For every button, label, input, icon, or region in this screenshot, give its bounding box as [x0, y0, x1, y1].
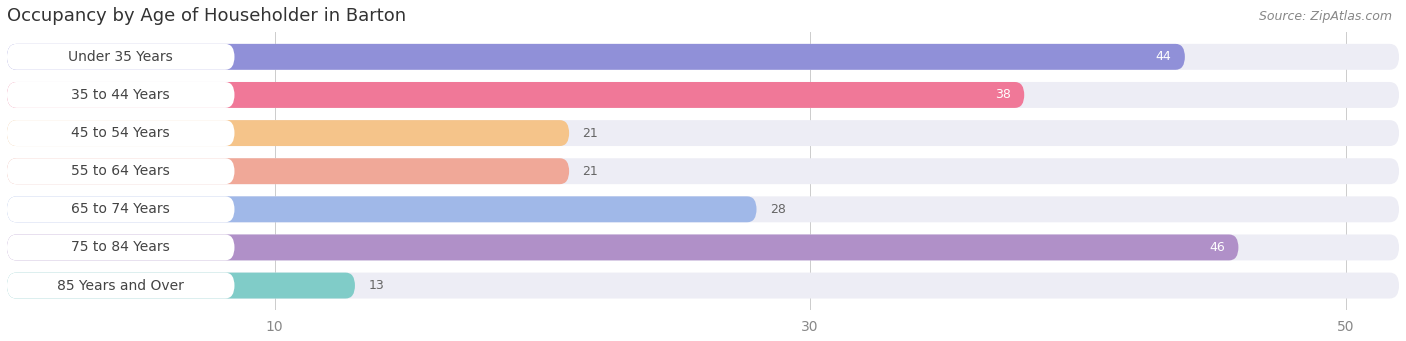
- FancyBboxPatch shape: [7, 44, 1399, 70]
- FancyBboxPatch shape: [7, 235, 1239, 261]
- FancyBboxPatch shape: [7, 272, 354, 298]
- FancyBboxPatch shape: [7, 120, 235, 146]
- FancyBboxPatch shape: [7, 235, 1399, 261]
- FancyBboxPatch shape: [7, 235, 235, 261]
- FancyBboxPatch shape: [7, 82, 1024, 108]
- Text: 38: 38: [995, 88, 1011, 102]
- FancyBboxPatch shape: [7, 120, 569, 146]
- FancyBboxPatch shape: [7, 196, 756, 222]
- Text: 21: 21: [582, 165, 599, 178]
- FancyBboxPatch shape: [7, 44, 235, 70]
- Text: 55 to 64 Years: 55 to 64 Years: [72, 164, 170, 178]
- Text: 85 Years and Over: 85 Years and Over: [58, 279, 184, 293]
- Text: 21: 21: [582, 127, 599, 139]
- Text: Under 35 Years: Under 35 Years: [69, 50, 173, 64]
- Text: Source: ZipAtlas.com: Source: ZipAtlas.com: [1258, 10, 1392, 23]
- Text: 28: 28: [770, 203, 786, 216]
- FancyBboxPatch shape: [7, 272, 1399, 298]
- FancyBboxPatch shape: [7, 196, 1399, 222]
- Text: 65 to 74 Years: 65 to 74 Years: [72, 202, 170, 216]
- Text: 13: 13: [368, 279, 384, 292]
- FancyBboxPatch shape: [7, 158, 569, 184]
- FancyBboxPatch shape: [7, 82, 235, 108]
- Text: 35 to 44 Years: 35 to 44 Years: [72, 88, 170, 102]
- FancyBboxPatch shape: [7, 82, 1399, 108]
- Text: Occupancy by Age of Householder in Barton: Occupancy by Age of Householder in Barto…: [7, 7, 406, 25]
- FancyBboxPatch shape: [7, 120, 1399, 146]
- Text: 44: 44: [1156, 50, 1171, 63]
- FancyBboxPatch shape: [7, 158, 1399, 184]
- Text: 46: 46: [1209, 241, 1225, 254]
- Text: 45 to 54 Years: 45 to 54 Years: [72, 126, 170, 140]
- FancyBboxPatch shape: [7, 196, 235, 222]
- FancyBboxPatch shape: [7, 158, 235, 184]
- Text: 75 to 84 Years: 75 to 84 Years: [72, 240, 170, 254]
- FancyBboxPatch shape: [7, 272, 235, 298]
- FancyBboxPatch shape: [7, 44, 1185, 70]
